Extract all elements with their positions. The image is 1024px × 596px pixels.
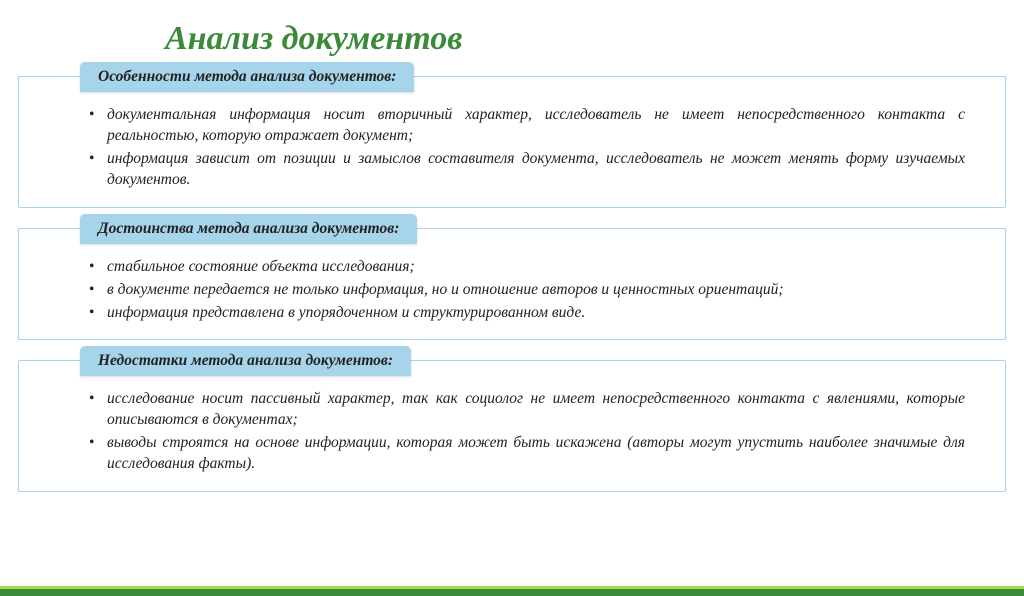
section-box: исследование носит пассивный характер, т… — [18, 360, 1006, 492]
list-item: в документе передается не только информа… — [89, 280, 965, 301]
footer-accent-bar — [0, 586, 1024, 596]
section-heading: Особенности метода анализа документов: — [80, 62, 414, 92]
list-item: стабильное состояние объекта исследовани… — [89, 257, 965, 278]
section-heading: Недостатки метода анализа документов: — [80, 346, 411, 376]
list-item: выводы строятся на основе информации, ко… — [89, 433, 965, 475]
list-item: информация представлена в упорядоченном … — [89, 303, 965, 324]
page-title: Анализ документов — [165, 20, 1024, 58]
list-item: информация зависит от позиции и замыслов… — [89, 149, 965, 191]
list-item: документальная информация носит вторичны… — [89, 105, 965, 147]
bullet-list: документальная информация носит вторичны… — [89, 105, 965, 191]
section-advantages: Достоинства метода анализа документов: с… — [18, 228, 1006, 341]
section-box: стабильное состояние объекта исследовани… — [18, 228, 1006, 341]
bullet-list: исследование носит пассивный характер, т… — [89, 389, 965, 475]
bullet-list: стабильное состояние объекта исследовани… — [89, 257, 965, 324]
section-features: Особенности метода анализа документов: д… — [18, 76, 1006, 208]
section-heading: Достоинства метода анализа документов: — [80, 214, 417, 244]
section-disadvantages: Недостатки метода анализа документов: ис… — [18, 360, 1006, 492]
section-box: документальная информация носит вторичны… — [18, 76, 1006, 208]
list-item: исследование носит пассивный характер, т… — [89, 389, 965, 431]
